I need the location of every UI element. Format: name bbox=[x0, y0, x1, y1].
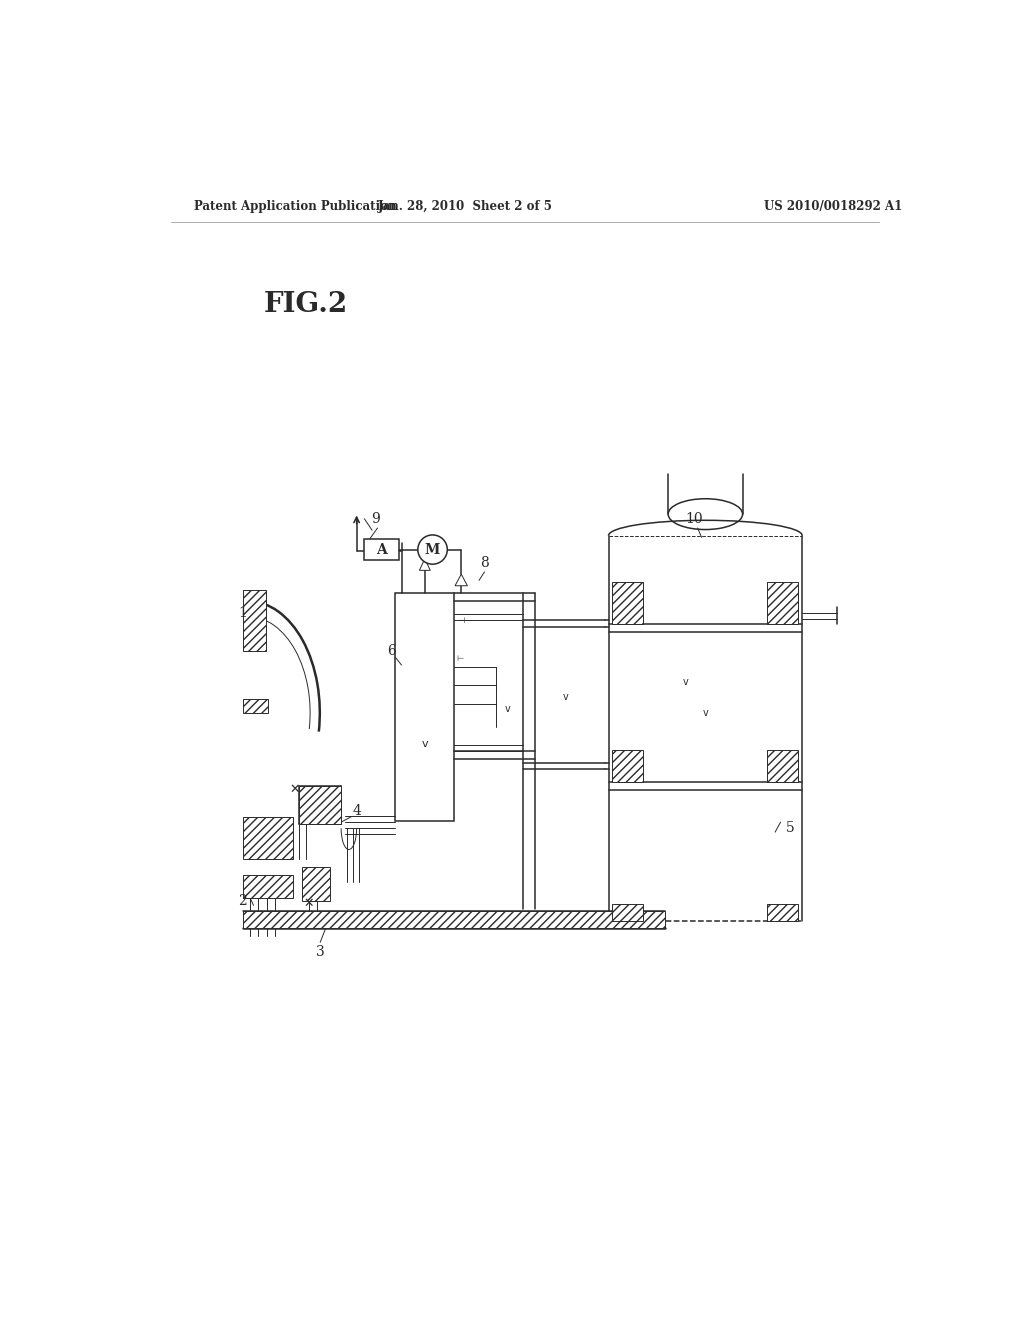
Bar bbox=[302, 867, 330, 902]
Bar bbox=[395, 594, 454, 821]
Text: v: v bbox=[702, 708, 709, 718]
Text: 2: 2 bbox=[239, 895, 247, 908]
Text: 10: 10 bbox=[685, 512, 702, 525]
Text: A: A bbox=[376, 543, 387, 557]
Bar bbox=[243, 590, 266, 651]
Bar bbox=[612, 582, 643, 624]
Polygon shape bbox=[420, 558, 430, 570]
Text: v: v bbox=[563, 693, 568, 702]
Text: v: v bbox=[683, 677, 689, 686]
Text: 6: 6 bbox=[387, 644, 396, 659]
Text: 9: 9 bbox=[372, 512, 380, 525]
Text: 8: 8 bbox=[480, 556, 488, 570]
Bar bbox=[243, 911, 665, 928]
Bar bbox=[612, 904, 643, 921]
Text: Patent Application Publication: Patent Application Publication bbox=[194, 199, 396, 213]
Bar bbox=[767, 904, 799, 921]
Text: US 2010/0018292 A1: US 2010/0018292 A1 bbox=[764, 199, 902, 213]
Polygon shape bbox=[455, 574, 467, 586]
Text: ⊣: ⊣ bbox=[458, 616, 465, 624]
Bar bbox=[365, 539, 399, 561]
Text: 5: 5 bbox=[786, 821, 795, 836]
Text: Jan. 28, 2010  Sheet 2 of 5: Jan. 28, 2010 Sheet 2 of 5 bbox=[378, 199, 553, 213]
Bar bbox=[299, 785, 341, 825]
Text: 1: 1 bbox=[239, 606, 247, 619]
Text: ✕: ✕ bbox=[290, 783, 300, 796]
Text: v: v bbox=[505, 704, 511, 714]
Bar bbox=[612, 750, 643, 781]
Text: 4: 4 bbox=[352, 804, 361, 818]
Text: ⊢: ⊢ bbox=[456, 655, 463, 664]
Bar bbox=[243, 700, 267, 713]
Bar bbox=[243, 817, 293, 859]
Text: FIG.2: FIG.2 bbox=[263, 292, 348, 318]
Text: M: M bbox=[425, 543, 440, 557]
Text: 3: 3 bbox=[315, 945, 325, 958]
Text: ✕: ✕ bbox=[303, 898, 313, 911]
Bar bbox=[767, 582, 799, 624]
Circle shape bbox=[418, 535, 447, 564]
Bar bbox=[243, 874, 293, 898]
Text: v: v bbox=[422, 739, 428, 748]
Bar bbox=[767, 750, 799, 781]
